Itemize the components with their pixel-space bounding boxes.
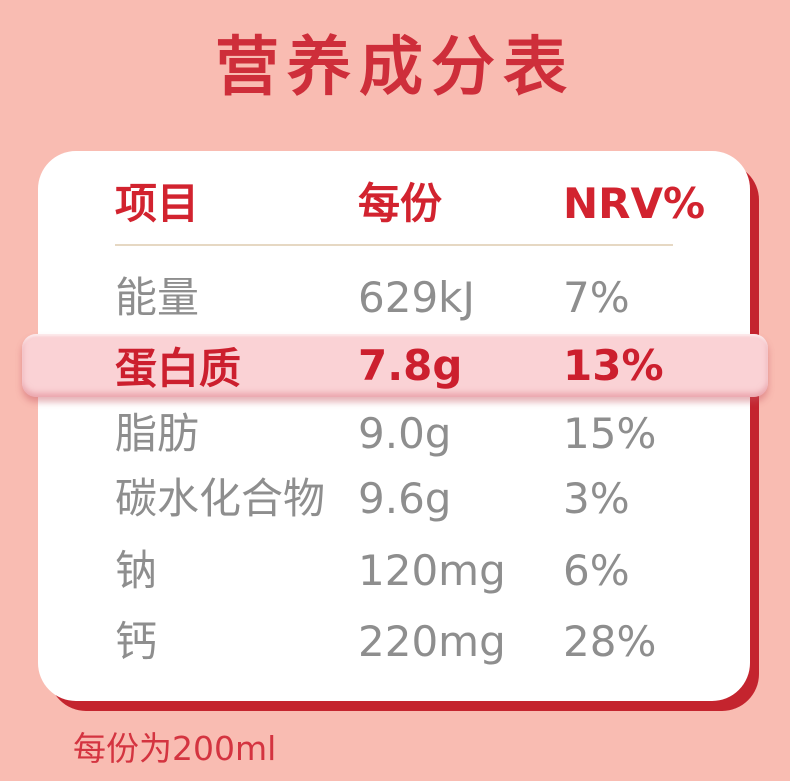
table-row-carbohydrate: 碳水化合物 9.6g 3% [38, 474, 750, 524]
table-row-energy: 能量 629kJ 7% [38, 273, 750, 323]
row-label: 脂肪 [115, 409, 200, 458]
header-divider [115, 244, 673, 246]
row-nrv: 3% [563, 474, 630, 523]
table-row-fat: 脂肪 9.0g 15% [38, 409, 750, 459]
table-header-row: 项目 每份 NRV% [38, 180, 750, 228]
table-row-sodium: 钠 120mg 6% [38, 546, 750, 596]
row-nrv: 7% [563, 273, 630, 322]
row-per-serving: 7.8g [358, 341, 463, 390]
header-nrv: NRV% [563, 179, 706, 228]
nutrition-card: 项目 每份 NRV% 能量 629kJ 7% 脂肪 9.0g 15% 碳水化合物… [38, 151, 750, 701]
row-nrv: 28% [563, 617, 657, 666]
row-per-serving: 220mg [358, 617, 506, 666]
row-label: 碳水化合物 [115, 474, 326, 523]
header-per-serving: 每份 [358, 179, 443, 228]
row-label: 蛋白质 [115, 344, 242, 393]
row-label: 能量 [115, 273, 200, 322]
row-per-serving: 9.0g [358, 409, 452, 458]
row-nrv: 15% [563, 409, 657, 458]
header-item: 项目 [115, 179, 200, 228]
row-nrv: 6% [563, 546, 630, 595]
row-nrv: 13% [563, 341, 664, 390]
serving-size-note: 每份为200ml [73, 729, 277, 768]
page-title: 营养成分表 [215, 31, 575, 105]
table-row-protein-highlighted: 蛋白质 7.8g 13% [22, 334, 768, 397]
row-label: 钙 [115, 617, 158, 666]
row-per-serving: 9.6g [358, 474, 452, 523]
row-per-serving: 629kJ [358, 273, 475, 322]
row-label: 钠 [115, 546, 158, 595]
row-per-serving: 120mg [358, 546, 506, 595]
table-row-calcium: 钙 220mg 28% [38, 617, 750, 667]
